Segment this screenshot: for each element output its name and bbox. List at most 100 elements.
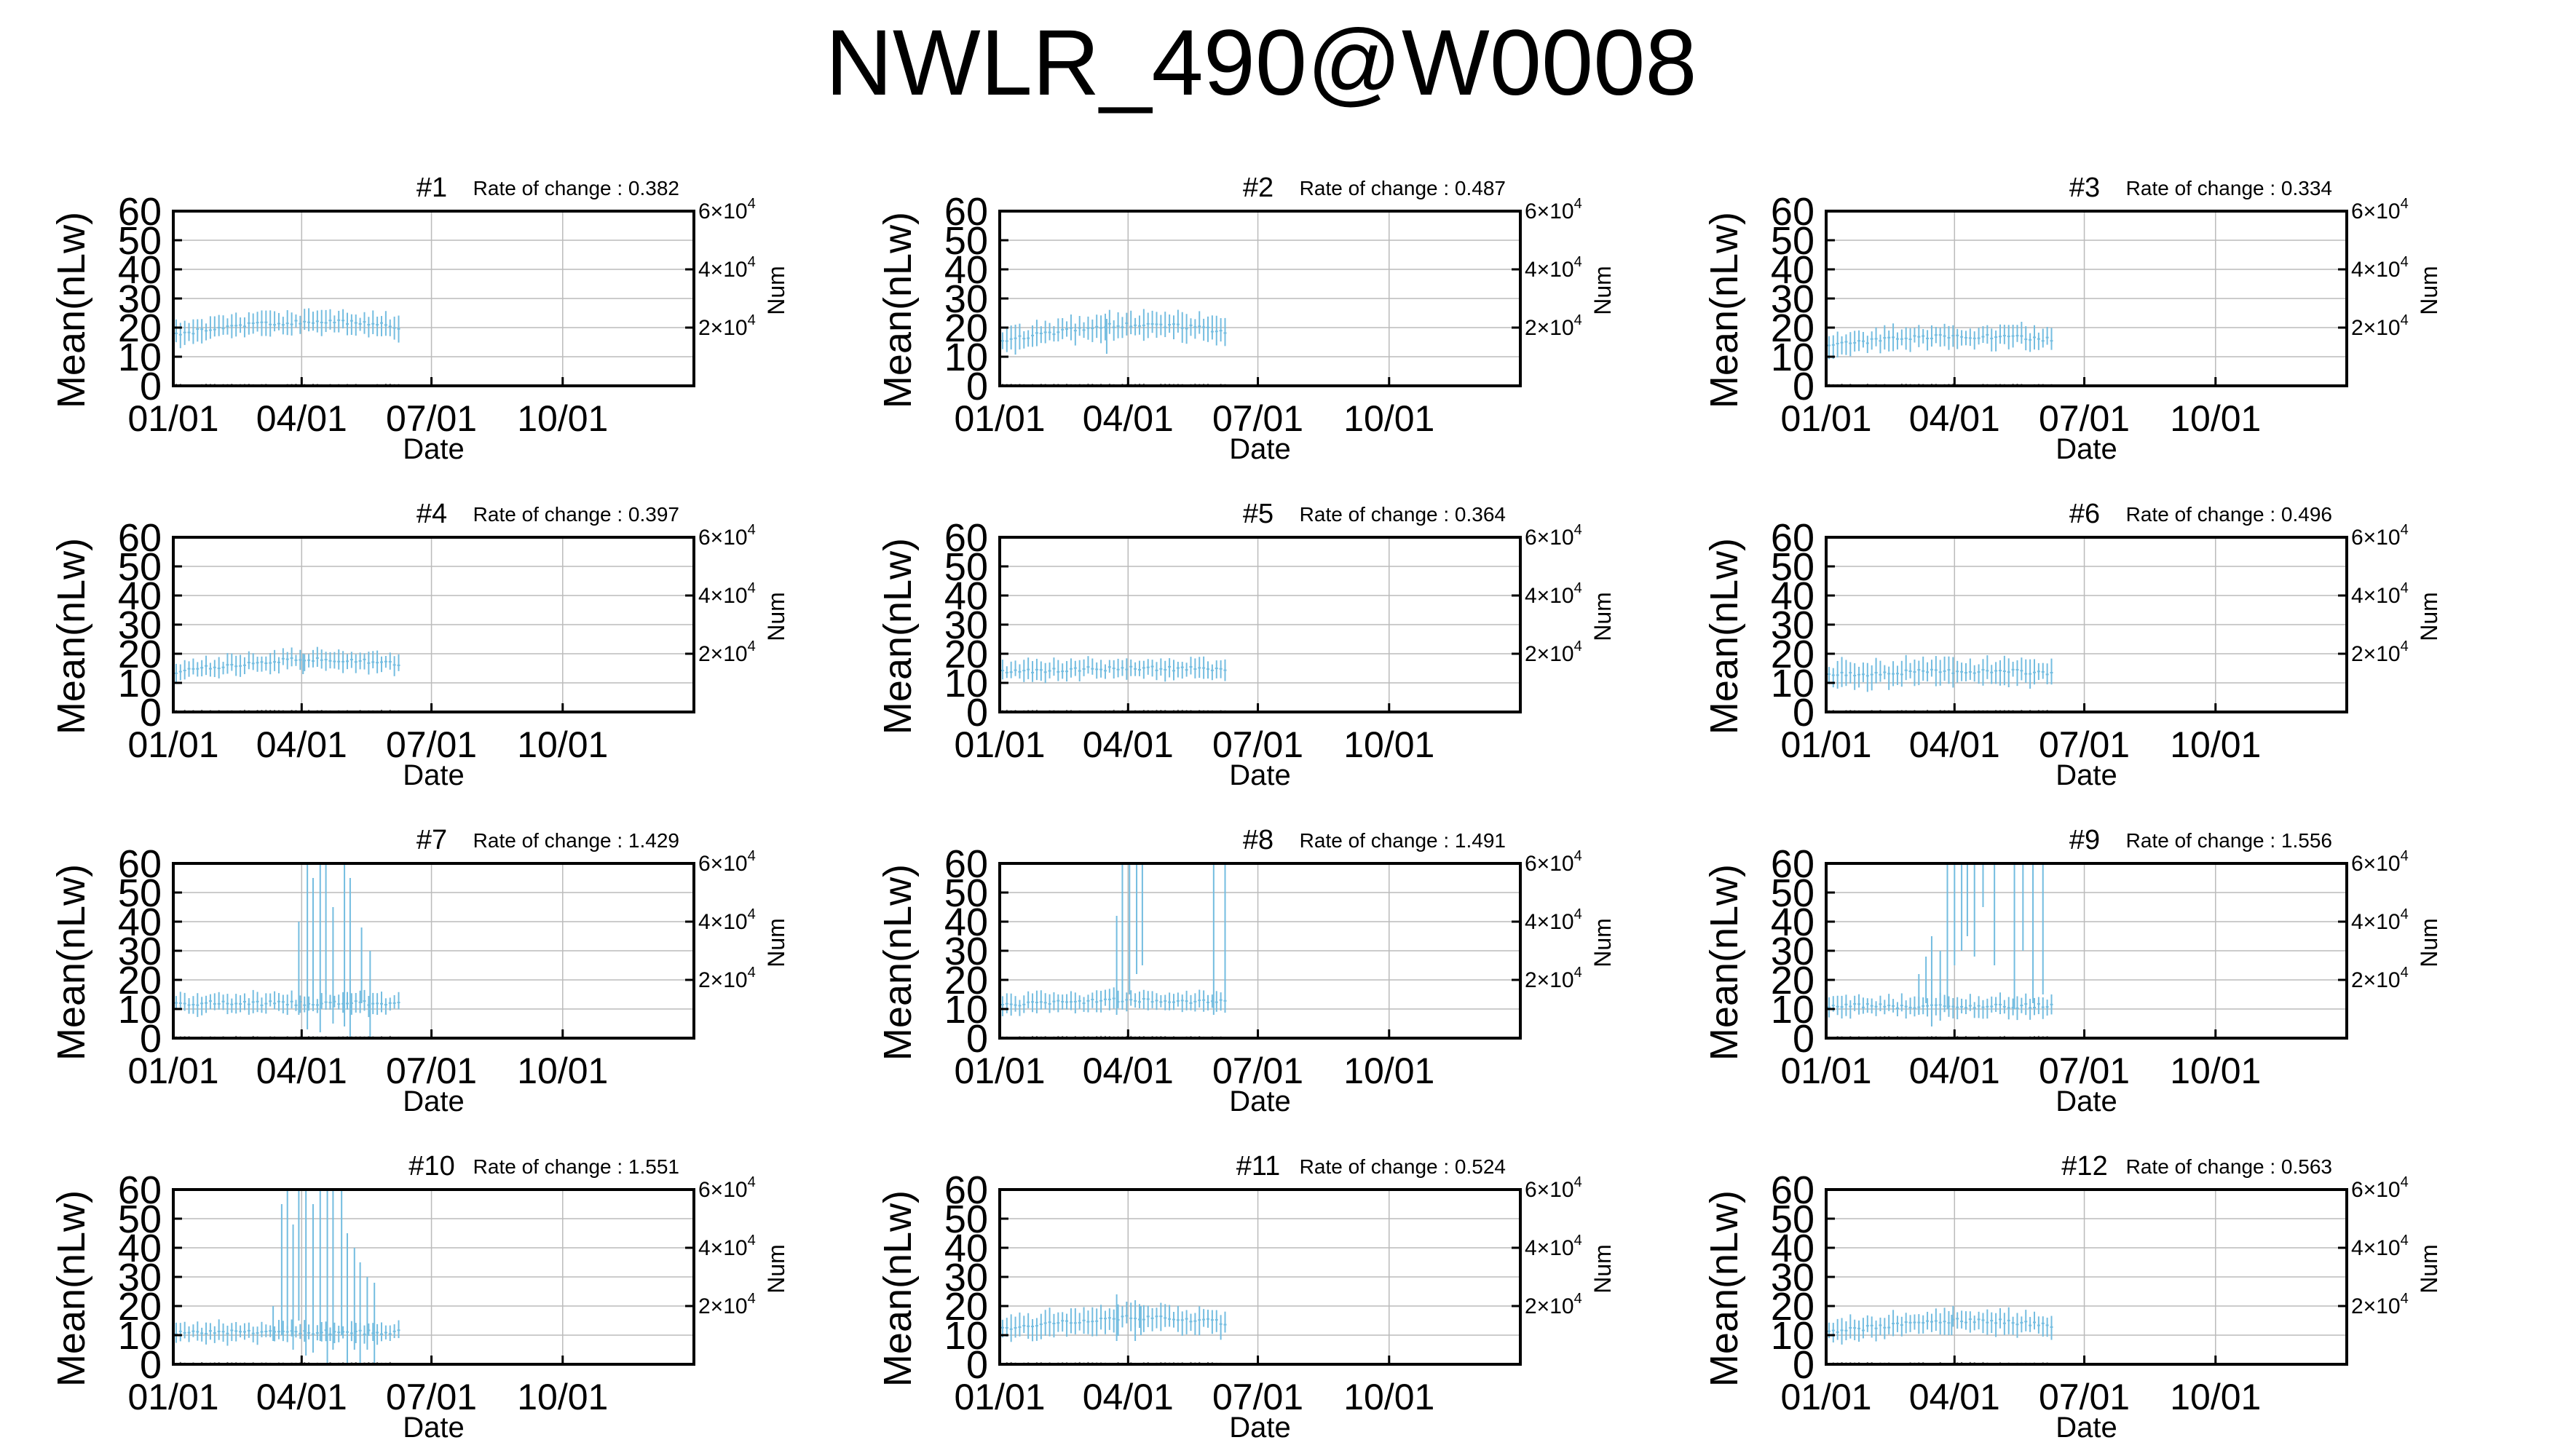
right-tick-label: 2×104: [1525, 638, 1582, 666]
right-tick-label: 4×104: [2351, 906, 2409, 934]
rate-of-change-label: Rate of change : 0.382: [473, 177, 679, 199]
right-tick-label: 4×104: [1525, 254, 1582, 282]
y-tick-label: 20: [1771, 633, 1814, 676]
y-tick-label: 40: [1771, 574, 1814, 618]
right-tick-exponent: 4: [2401, 254, 2409, 270]
y-axis-label: Mean(nLw): [876, 864, 920, 1061]
y-tick-label: 50: [1771, 545, 1814, 589]
right-tick-label: 2×104: [698, 638, 756, 666]
y-tick-label: 0: [140, 365, 162, 408]
right-tick-label: 2×104: [2351, 965, 2409, 992]
x-tick-label: 01/01: [1780, 1051, 1871, 1091]
y-tick-label: 0: [140, 1343, 162, 1387]
panel-title: #2: [1243, 173, 1273, 203]
x-tick-label: 07/01: [1212, 1051, 1303, 1091]
panel-title: #10: [408, 1151, 454, 1182]
x-tick-label: 01/01: [954, 1377, 1045, 1417]
x-tick-label: 01/01: [127, 1377, 218, 1417]
right-tick-exponent: 4: [1574, 522, 1582, 538]
y-tick-label: 30: [944, 930, 988, 973]
rate-of-change-label: Rate of change : 0.496: [2126, 503, 2332, 526]
rate-of-change-label: Rate of change : 0.524: [1300, 1155, 1506, 1178]
right-tick-label: 4×104: [698, 1233, 756, 1260]
y-tick-label: 60: [118, 516, 162, 560]
x-axis-label: Date: [1229, 433, 1291, 465]
right-axis-label: Num: [2416, 918, 2442, 968]
right-tick-exponent: 4: [748, 906, 756, 922]
right-tick-exponent: 4: [2401, 522, 2409, 538]
x-tick-label: 01/01: [127, 398, 218, 439]
rate-of-change-label: Rate of change : 0.397: [473, 503, 679, 526]
y-tick-label: 20: [944, 959, 988, 1002]
y-axis-label: Mean(nLw): [1702, 538, 1746, 735]
y-tick-label: 40: [118, 1227, 162, 1270]
right-tick-exponent: 4: [2401, 1233, 2409, 1249]
x-tick-label: 07/01: [1212, 724, 1303, 765]
right-axis-label: Num: [2416, 266, 2442, 315]
x-axis-label: Date: [403, 759, 465, 791]
right-axis-label: Num: [763, 1244, 789, 1294]
x-tick-label: 07/01: [1212, 1377, 1303, 1417]
x-axis-label: Date: [1229, 759, 1291, 791]
right-tick-exponent: 4: [2401, 312, 2409, 328]
x-tick-label: 10/01: [1343, 1051, 1434, 1091]
y-tick-label: 10: [118, 336, 162, 379]
right-tick-exponent: 4: [1574, 965, 1582, 981]
y-tick-label: 40: [118, 901, 162, 944]
right-tick-label: 4×104: [698, 580, 756, 608]
y-tick-label: 40: [1771, 901, 1814, 944]
x-tick-label: 10/01: [517, 724, 608, 765]
y-tick-label: 10: [118, 662, 162, 705]
right-tick-exponent: 4: [748, 312, 756, 328]
y-tick-label: 60: [118, 190, 162, 234]
y-tick-label: 10: [1771, 1314, 1814, 1358]
y-tick-label: 60: [1771, 516, 1814, 560]
y-tick-label: 0: [966, 691, 988, 735]
y-tick-label: 0: [1793, 1343, 1814, 1387]
right-axis-label: Num: [1590, 266, 1616, 315]
y-tick-label: 60: [1771, 190, 1814, 234]
right-tick-exponent: 4: [1574, 254, 1582, 270]
right-tick-exponent: 4: [2401, 906, 2409, 922]
x-axis-label: Date: [403, 1412, 465, 1444]
x-axis-label: Date: [2056, 433, 2117, 465]
rate-of-change-label: Rate of change : 1.556: [2126, 829, 2332, 852]
right-tick-label: 6×104: [698, 848, 756, 876]
right-tick-label: 6×104: [2351, 848, 2409, 876]
y-tick-label: 50: [118, 871, 162, 915]
x-tick-label: 04/01: [1909, 1377, 2000, 1417]
right-tick-exponent: 4: [2401, 638, 2409, 654]
y-tick-label: 10: [118, 1314, 162, 1358]
panel-title: #9: [2069, 825, 2100, 855]
right-tick-exponent: 4: [748, 848, 756, 864]
right-tick-label: 4×104: [698, 254, 756, 282]
x-tick-label: 07/01: [2039, 724, 2130, 765]
y-tick-label: 40: [118, 248, 162, 292]
y-tick-label: 30: [1771, 277, 1814, 321]
right-tick-exponent: 4: [748, 1291, 756, 1307]
x-tick-label: 04/01: [1909, 1051, 2000, 1091]
x-axis-label: Date: [403, 1085, 465, 1117]
x-tick-label: 10/01: [1343, 724, 1434, 765]
right-tick-exponent: 4: [2401, 1174, 2409, 1190]
right-tick-exponent: 4: [1574, 1233, 1582, 1249]
right-tick-exponent: 4: [748, 580, 756, 596]
y-tick-label: 60: [944, 516, 988, 560]
rate-of-change-label: Rate of change : 1.491: [1300, 829, 1506, 852]
x-tick-label: 01/01: [954, 1051, 1045, 1091]
x-tick-label: 07/01: [386, 398, 477, 439]
y-axis-label: Mean(nLw): [1702, 864, 1746, 1061]
y-tick-label: 50: [118, 545, 162, 589]
right-tick-label: 2×104: [1525, 312, 1582, 340]
right-tick-label: 6×104: [1525, 848, 1582, 876]
x-tick-label: 07/01: [1212, 398, 1303, 439]
y-tick-label: 40: [1771, 248, 1814, 292]
right-tick-exponent: 4: [748, 965, 756, 981]
x-tick-label: 04/01: [256, 398, 347, 439]
right-tick-label: 6×104: [2351, 196, 2409, 223]
